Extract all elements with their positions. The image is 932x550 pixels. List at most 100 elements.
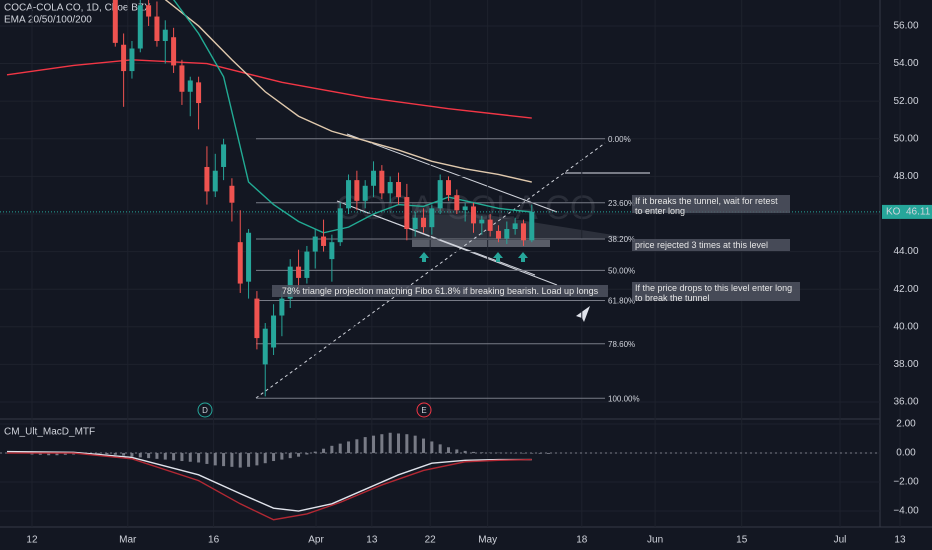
triangle-zone [412, 203, 632, 240]
macd-bar [380, 434, 384, 454]
macd-bar [538, 453, 542, 454]
y-tick-label: 38.00 [893, 359, 918, 370]
candle-body [187, 80, 193, 92]
macd-bar [130, 453, 134, 457]
candle-body [162, 29, 168, 41]
candle-body [287, 266, 293, 299]
x-tick-label: Jun [647, 535, 663, 546]
y-tick-label: 2.00 [896, 419, 916, 430]
macd-bar [363, 437, 367, 454]
event-label: E [421, 406, 426, 415]
rocket-icon [576, 306, 590, 322]
annotation: price rejected 3 times at this level [632, 239, 790, 251]
candle-body [312, 236, 318, 252]
y-tick-label: 50.00 [893, 133, 918, 144]
candle-body [354, 180, 360, 201]
candle-body [129, 48, 135, 72]
y-tick-label: 40.00 [893, 321, 918, 332]
candle-body [445, 180, 451, 196]
macd-bar [397, 433, 401, 454]
macd-bar [372, 435, 376, 454]
x-tick-label: 13 [366, 535, 378, 546]
fib-label: 38.20% [608, 235, 635, 244]
y-tick-label: 0.00 [896, 448, 916, 459]
y-tick-label: 52.00 [893, 96, 918, 107]
macd-bar [313, 451, 317, 454]
macd-bar [247, 453, 251, 467]
macd-bar [305, 453, 309, 455]
macd-bar [530, 453, 534, 454]
rejection-zone [412, 240, 550, 247]
macd-bar [255, 453, 259, 466]
candle-body [146, 5, 152, 17]
macd-line [6, 452, 532, 521]
annotation: If it breaks the tunnel, wait for retest… [632, 195, 790, 216]
x-tick-label: Jul [834, 535, 847, 546]
macd-bar [455, 449, 459, 454]
candle-body [371, 170, 377, 186]
candle-body [396, 182, 402, 198]
x-tick-label: 12 [26, 535, 38, 546]
candle-body [112, 0, 118, 43]
candle-body [495, 230, 501, 239]
macd-bar [422, 438, 426, 454]
ema-line [6, 59, 532, 119]
fib-label: 23.60% [608, 199, 635, 208]
y-tick-label: 44.00 [893, 246, 918, 257]
y-tick-label: 56.00 [893, 21, 918, 32]
macd-bar [330, 445, 334, 454]
macd-bar [105, 453, 109, 455]
candle-body [454, 195, 460, 211]
macd-bar [138, 453, 142, 458]
channel-line [346, 133, 558, 213]
fib-label: 78.60% [608, 340, 635, 349]
candle-body [437, 180, 443, 209]
macd-bar [147, 453, 151, 459]
candle-body [254, 298, 260, 339]
macd-bar [222, 453, 226, 467]
macd-bar [163, 453, 167, 460]
macd-bar [347, 441, 351, 454]
ema-line [164, 0, 532, 183]
macd-bar [288, 453, 292, 459]
candle-body [329, 242, 335, 260]
macd-bar [172, 453, 176, 461]
candle-body [246, 232, 252, 282]
macd-bar [205, 453, 209, 464]
y-tick-label: 54.00 [893, 58, 918, 69]
candle-body [362, 185, 368, 201]
macd-bar [322, 448, 326, 454]
candle-body [479, 219, 485, 224]
macd-bar [446, 447, 450, 454]
macd-bar [263, 453, 267, 464]
y-tick-label: 48.00 [893, 171, 918, 182]
macd-bar [47, 453, 51, 456]
candle-body [179, 65, 185, 92]
x-tick-label: 22 [425, 535, 437, 546]
macd-bar [280, 453, 284, 460]
candle-body [421, 217, 427, 228]
x-tick-label: 13 [894, 535, 906, 546]
macd-bar [97, 453, 101, 454]
x-tick-label: 18 [576, 535, 588, 546]
candle-body [346, 180, 352, 209]
candle-body [237, 242, 243, 284]
fib-label: 100.00% [608, 394, 640, 403]
candle-body [487, 219, 493, 231]
candle-body [337, 208, 343, 243]
macd-bar [230, 453, 234, 467]
macd-bar [188, 453, 192, 462]
candle-body [221, 144, 227, 167]
macd-label: CM_Ult_MacD_MTF [4, 427, 95, 438]
x-tick-label: May [478, 535, 497, 546]
macd-bar [430, 441, 434, 454]
macd-bar [122, 453, 126, 456]
macd-bar [463, 450, 467, 454]
y-tick-label: −2.00 [893, 477, 919, 488]
macd-bar [388, 432, 392, 454]
candle-body [504, 229, 510, 239]
macd-bar [413, 435, 417, 454]
candle-body [271, 315, 277, 348]
